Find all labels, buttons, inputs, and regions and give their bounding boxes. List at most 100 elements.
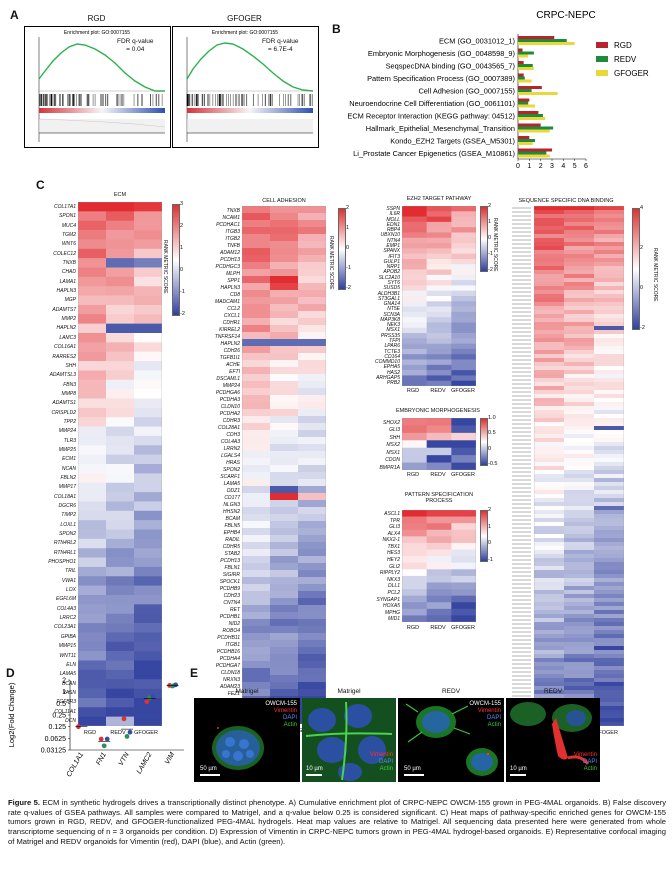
heatmap-cell: [298, 409, 326, 417]
heatmap-ezh2-genes: SSPN IL6R MOLL EDN1 RBP4 UBXN10 NTN4 EMP1 SPANX I…: [368, 206, 400, 387]
heatmap-cell: [594, 398, 624, 403]
heatmap-cell: [564, 630, 595, 635]
heatmap-cell: [594, 342, 624, 347]
gene-label: MPHG: [385, 609, 400, 616]
heatmap-cell: [534, 498, 565, 503]
heatmap-cell: [78, 389, 107, 399]
heatmap-cell: [270, 353, 299, 361]
heatmap-cell: [106, 361, 135, 371]
heatmap-cell: [298, 654, 326, 662]
heatmap-cell: [270, 262, 299, 270]
heatmap-pattern-x-rgd: RGD: [406, 625, 420, 631]
heatmap-cell: [298, 276, 326, 284]
heatmap-cell: [106, 576, 135, 586]
gene-label: SLC2A10: [378, 274, 400, 281]
heatmap-cell: [298, 479, 326, 487]
heatmap-cell: [594, 486, 624, 491]
heatmap-cell: [242, 535, 271, 543]
image-4-label-vimentin: Vimentin: [573, 752, 597, 758]
gene-label: MADCAM1: [214, 299, 240, 305]
heatmap-cell: [451, 462, 476, 470]
heatmap-cell: [134, 426, 162, 437]
chart-b-category-label: ECM Receptor Interaction (KEGG pathway: …: [347, 111, 515, 120]
heatmap-cell: [564, 414, 595, 419]
chart-b-x-tick: 3: [550, 163, 554, 170]
heatmap-cell: [594, 510, 624, 515]
heatmap-cell: [534, 350, 565, 355]
heatmap-cell: [426, 285, 452, 292]
heatmap-cell: [242, 241, 271, 249]
heatmap-cell: [564, 346, 595, 351]
heatmap-cell: [242, 213, 271, 221]
heatmap-cell: [402, 615, 427, 622]
heatmap-cell: [106, 548, 135, 558]
colorbar-tick: 1.0: [488, 415, 496, 421]
gsea-plot-gfoger-graphic: Enrichment plot: GO:0007155: [186, 30, 314, 142]
heatmap-cell: [451, 253, 476, 260]
colorbar-tick: 3: [180, 201, 184, 207]
heatmap-cell: [594, 566, 624, 571]
heatmap-cell: [78, 323, 107, 334]
gene-label: CD177: [224, 495, 240, 501]
heatmap-cell: [242, 486, 271, 494]
heatmap-cell: [106, 566, 135, 577]
heatmap-cell: [594, 594, 624, 599]
heatmap-cell: [594, 230, 624, 235]
gsea-hit-bars-gfoger: [186, 94, 313, 106]
heatmap-cell: [594, 306, 624, 311]
heatmap-cell: [534, 354, 565, 359]
heatmap-cell: [594, 322, 624, 327]
heatmap-cell: [270, 682, 299, 690]
heatmap-cell: [242, 311, 271, 319]
colorbar-tick: -2: [640, 325, 645, 331]
heatmap-cell: [402, 269, 427, 276]
heatmap-cell: [270, 234, 299, 242]
heatmap-cell: [564, 578, 595, 583]
heatmap-cell: [451, 359, 476, 366]
heatmap-cell: [594, 482, 624, 487]
heatmap-cell: [451, 575, 476, 583]
heatmap-cell: [426, 296, 452, 302]
gene-label: CXCL1: [223, 313, 240, 319]
heatmap-cell: [564, 610, 595, 615]
heatmap-cell: [594, 362, 624, 367]
chart-b-bar: [518, 126, 554, 130]
heatmap-cell: [402, 608, 427, 616]
heatmap-cell: [564, 254, 595, 259]
heatmap-cell: [534, 290, 565, 295]
heatmap-cell: [78, 576, 107, 586]
heatmap-cell: [594, 534, 624, 539]
heatmap-cell: [564, 690, 595, 695]
heatmap-cell: [270, 570, 299, 578]
gene-label: GLI3: [389, 427, 400, 434]
heatmap-cell: [426, 354, 452, 360]
heatmap-cell: [298, 605, 326, 613]
heatmap-cell: [298, 542, 326, 550]
colorbar-tick: 1: [488, 219, 492, 225]
heatmap-cell: [564, 574, 595, 579]
gene-label: SPP1: [227, 278, 240, 284]
heatmap-cell: [402, 575, 427, 583]
heatmap-cell: [534, 310, 565, 315]
heatmap-cell: [270, 535, 299, 543]
gene-label: CDHR5: [222, 544, 240, 550]
heatmap-cell: [134, 351, 162, 362]
heatmap-cell: [594, 662, 624, 667]
heatmap-cell: [534, 538, 565, 543]
colorbar-tick: -1: [180, 289, 185, 295]
chart-b-x-tick: 5: [573, 163, 577, 170]
chart-b-bar: [518, 148, 552, 152]
gene-label: TIMP2: [61, 512, 76, 519]
gene-label: KIRREL2: [219, 327, 240, 333]
heatmap-cell: [451, 516, 476, 524]
heatmap-cell: [451, 589, 476, 596]
heatmap-cell: [402, 380, 427, 386]
heatmap-cell: [564, 514, 595, 519]
heatmap-cell: [451, 221, 476, 228]
gene-label: SIGIRR: [222, 572, 240, 578]
heatmap-cell: [564, 422, 595, 427]
heatmap-cell: [594, 518, 624, 523]
chart-d-category-label: VIM: [164, 751, 176, 765]
heatmap-cell: [594, 326, 624, 331]
heatmap-cell: [426, 237, 452, 244]
